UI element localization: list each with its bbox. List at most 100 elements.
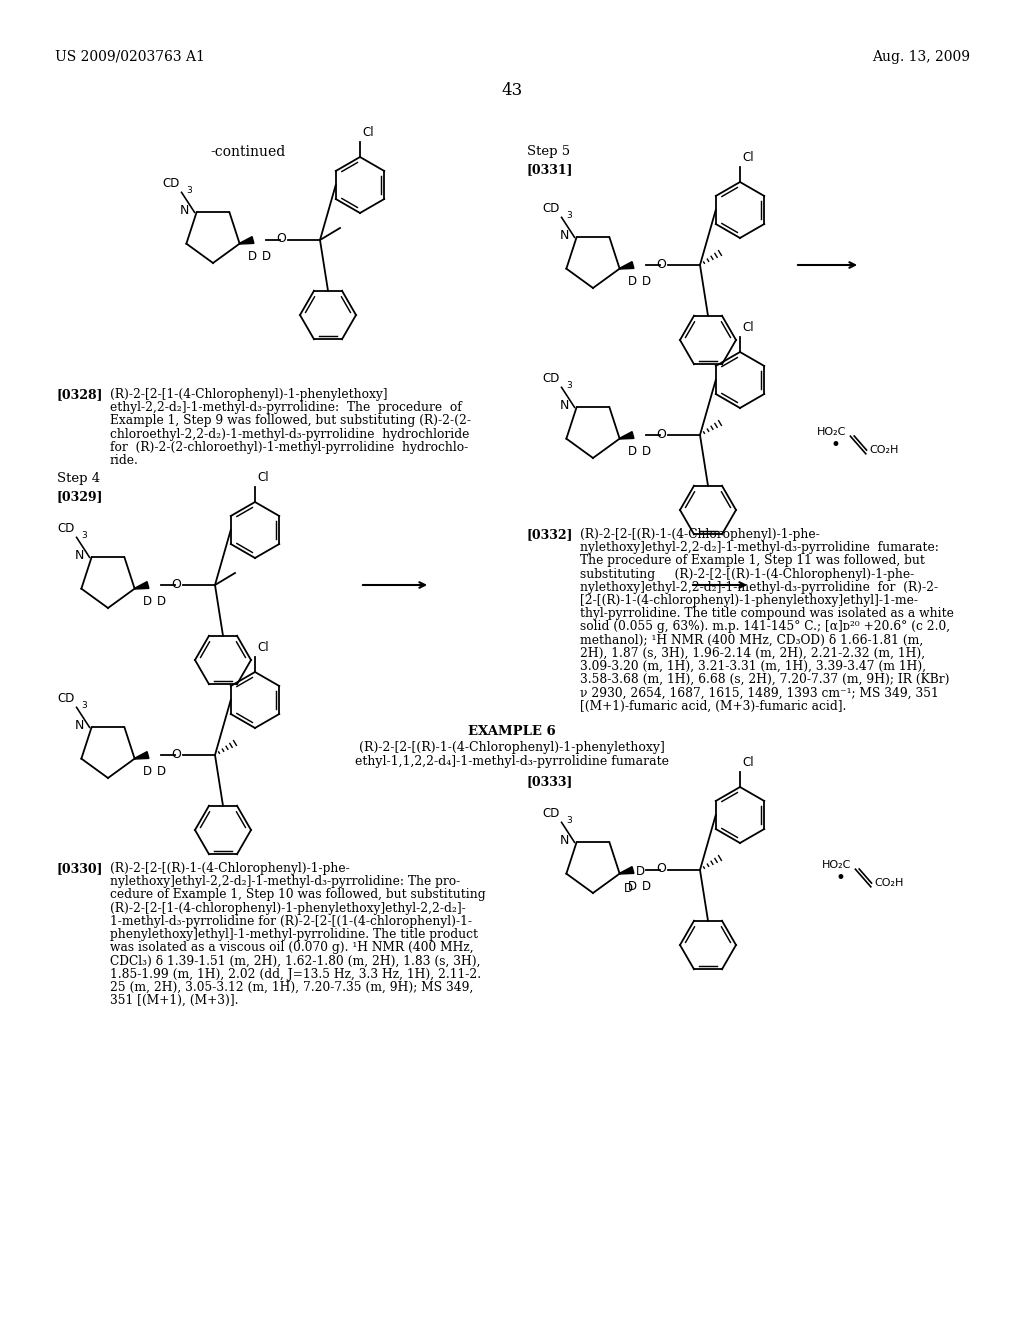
Text: ν 2930, 2654, 1687, 1615, 1489, 1393 cm⁻¹; MS 349, 351: ν 2930, 2654, 1687, 1615, 1489, 1393 cm⁻… — [580, 686, 939, 700]
Text: D: D — [641, 275, 650, 288]
Text: (R)-2-[2-[(R)-1-(4-Chlorophenyl)-1-phenylethoxy]: (R)-2-[2-[(R)-1-(4-Chlorophenyl)-1-pheny… — [359, 741, 665, 754]
Text: 1.85-1.99 (m, 1H), 2.02 (dd, J=13.5 Hz, 3.3 Hz, 1H), 2.11-2.: 1.85-1.99 (m, 1H), 2.02 (dd, J=13.5 Hz, … — [110, 968, 481, 981]
Text: D: D — [636, 865, 645, 878]
Text: N: N — [560, 399, 569, 412]
Text: 43: 43 — [502, 82, 522, 99]
Text: 3: 3 — [82, 532, 87, 540]
Text: N: N — [560, 228, 569, 242]
Text: phenylethoxy]ethyl]-1-methyl-pyrrolidine. The title product: phenylethoxy]ethyl]-1-methyl-pyrrolidine… — [110, 928, 478, 941]
Text: was isolated as a viscous oil (0.070 g). ¹H NMR (400 MHz,: was isolated as a viscous oil (0.070 g).… — [110, 941, 474, 954]
Text: CD: CD — [542, 808, 559, 820]
Text: 1-methyl-d₃-pyrrolidine for (R)-2-[2-[(1-(4-chlorophenyl)-1-: 1-methyl-d₃-pyrrolidine for (R)-2-[2-[(1… — [110, 915, 472, 928]
Text: solid (0.055 g, 63%). m.p. 141-145° C.; [α]ᴅ²⁰ +20.6° (c 2.0,: solid (0.055 g, 63%). m.p. 141-145° C.; … — [580, 620, 950, 634]
Text: [0328]: [0328] — [57, 388, 103, 401]
Text: 3: 3 — [566, 381, 572, 391]
Text: 351 [(M+1), (M+3)].: 351 [(M+1), (M+3)]. — [110, 994, 239, 1007]
Text: Cl: Cl — [742, 150, 754, 164]
Text: 3.58-3.68 (m, 1H), 6.68 (s, 2H), 7.20-7.37 (m, 9H); IR (KBr): 3.58-3.68 (m, 1H), 6.68 (s, 2H), 7.20-7.… — [580, 673, 949, 686]
Text: •: • — [830, 436, 840, 454]
Text: D: D — [628, 445, 637, 458]
Text: 3: 3 — [186, 186, 193, 195]
Text: [0330]: [0330] — [57, 862, 103, 875]
Text: •: • — [835, 869, 845, 887]
Text: ethyl-2,2-d₂]-1-methyl-d₃-pyrrolidine:  The  procedure  of: ethyl-2,2-d₂]-1-methyl-d₃-pyrrolidine: T… — [110, 401, 462, 414]
Text: Cl: Cl — [742, 321, 754, 334]
Text: chloroethyl-2,2-d₂)-1-methyl-d₃-pyrrolidine  hydrochloride: chloroethyl-2,2-d₂)-1-methyl-d₃-pyrrolid… — [110, 428, 469, 441]
Text: O: O — [656, 862, 666, 875]
Text: US 2009/0203763 A1: US 2009/0203763 A1 — [55, 50, 205, 63]
Text: [0331]: [0331] — [527, 162, 573, 176]
Polygon shape — [620, 261, 634, 269]
Text: CD: CD — [57, 523, 75, 536]
Text: 3.09-3.20 (m, 1H), 3.21-3.31 (m, 1H), 3.39-3.47 (m 1H),: 3.09-3.20 (m, 1H), 3.21-3.31 (m, 1H), 3.… — [580, 660, 926, 673]
Text: 3: 3 — [82, 701, 87, 710]
Text: Cl: Cl — [257, 642, 268, 653]
Text: O: O — [656, 428, 666, 441]
Polygon shape — [134, 751, 148, 759]
Polygon shape — [240, 236, 254, 244]
Text: (R)-2-[2-[(R)-1-(4-Chlorophenyl)-1-phe-: (R)-2-[2-[(R)-1-(4-Chlorophenyl)-1-phe- — [580, 528, 820, 541]
Text: N: N — [180, 203, 189, 216]
Text: 2H), 1.87 (s, 3H), 1.96-2.14 (m, 2H), 2.21-2.32 (m, 1H),: 2H), 1.87 (s, 3H), 1.96-2.14 (m, 2H), 2.… — [580, 647, 925, 660]
Text: D: D — [628, 880, 637, 894]
Text: N: N — [75, 719, 85, 731]
Text: CDCl₃) δ 1.39-1.51 (m, 2H), 1.62-1.80 (m, 2H), 1.83 (s, 3H),: CDCl₃) δ 1.39-1.51 (m, 2H), 1.62-1.80 (m… — [110, 954, 480, 968]
Text: EXAMPLE 6: EXAMPLE 6 — [468, 725, 556, 738]
Text: 3: 3 — [566, 211, 572, 220]
Text: Example 1, Step 9 was followed, but substituting (R)-2-(2-: Example 1, Step 9 was followed, but subs… — [110, 414, 471, 428]
Polygon shape — [134, 582, 148, 589]
Text: CD: CD — [542, 202, 559, 215]
Text: ride.: ride. — [110, 454, 139, 467]
Text: CO₂H: CO₂H — [874, 878, 904, 888]
Text: D: D — [142, 595, 152, 609]
Text: Cl: Cl — [742, 756, 754, 770]
Text: Step 4: Step 4 — [57, 473, 100, 484]
Text: methanol); ¹H NMR (400 MHz, CD₃OD) δ 1.66-1.81 (m,: methanol); ¹H NMR (400 MHz, CD₃OD) δ 1.6… — [580, 634, 924, 647]
Text: thyl-pyrrolidine. The title compound was isolated as a white: thyl-pyrrolidine. The title compound was… — [580, 607, 954, 620]
Text: O: O — [656, 257, 666, 271]
Text: D: D — [641, 445, 650, 458]
Text: HO₂C: HO₂C — [817, 428, 847, 437]
Text: (R)-2-[2-[1-(4-Chlorophenyl)-1-phenylethoxy]: (R)-2-[2-[1-(4-Chlorophenyl)-1-phenyleth… — [110, 388, 387, 401]
Text: [0329]: [0329] — [57, 490, 103, 503]
Text: O: O — [171, 747, 181, 760]
Text: [0333]: [0333] — [527, 775, 573, 788]
Text: [2-[(R)-1-(4-chlorophenyl)-1-phenylethoxy]ethyl]-1-me-: [2-[(R)-1-(4-chlorophenyl)-1-phenylethox… — [580, 594, 918, 607]
Text: O: O — [276, 232, 286, 246]
Text: [0332]: [0332] — [527, 528, 573, 541]
Text: substituting     (R)-2-[2-[(R)-1-(4-Chlorophenyl)-1-phe-: substituting (R)-2-[2-[(R)-1-(4-Chloroph… — [580, 568, 914, 581]
Text: 25 (m, 2H), 3.05-3.12 (m, 1H), 7.20-7.35 (m, 9H); MS 349,: 25 (m, 2H), 3.05-3.12 (m, 1H), 7.20-7.35… — [110, 981, 473, 994]
Text: D: D — [628, 275, 637, 288]
Text: N: N — [560, 834, 569, 847]
Text: CD: CD — [162, 177, 179, 190]
Text: nylethoxy]ethyl-2,2-d₂]-1-methyl-d₃-pyrrolidine  for  (R)-2-: nylethoxy]ethyl-2,2-d₂]-1-methyl-d₃-pyrr… — [580, 581, 938, 594]
Text: D: D — [157, 595, 166, 609]
Text: (R)-2-[2-[1-(4-chlorophenyl)-1-phenylethoxy]ethyl-2,2-d₂]-: (R)-2-[2-[1-(4-chlorophenyl)-1-phenyleth… — [110, 902, 466, 915]
Text: (R)-2-[2-[(R)-1-(4-Chlorophenyl)-1-phe-: (R)-2-[2-[(R)-1-(4-Chlorophenyl)-1-phe- — [110, 862, 350, 875]
Text: D: D — [624, 882, 633, 895]
Text: Step 5: Step 5 — [527, 145, 570, 158]
Polygon shape — [620, 432, 634, 440]
Text: CD: CD — [57, 693, 75, 705]
Text: nylethoxy]ethyl-2,2-d₂]-1-methyl-d₃-pyrrolidine: The pro-: nylethoxy]ethyl-2,2-d₂]-1-methyl-d₃-pyrr… — [110, 875, 460, 888]
Text: -continued: -continued — [210, 145, 286, 158]
Text: Cl: Cl — [257, 471, 268, 484]
Text: nylethoxy]ethyl-2,2-d₂]-1-methyl-d₃-pyrrolidine  fumarate:: nylethoxy]ethyl-2,2-d₂]-1-methyl-d₃-pyrr… — [580, 541, 939, 554]
Text: ethyl-1,1,2,2-d₄]-1-methyl-d₃-pyrrolidine fumarate: ethyl-1,1,2,2-d₄]-1-methyl-d₃-pyrrolidin… — [355, 755, 669, 768]
Text: D: D — [157, 766, 166, 777]
Text: CO₂H: CO₂H — [869, 445, 899, 455]
Text: cedure of Example 1, Step 10 was followed, but substituting: cedure of Example 1, Step 10 was followe… — [110, 888, 485, 902]
Text: O: O — [171, 578, 181, 590]
Text: D: D — [261, 249, 270, 263]
Text: D: D — [641, 880, 650, 894]
Text: for  (R)-2-(2-chloroethyl)-1-methyl-pyrrolidine  hydrochlo-: for (R)-2-(2-chloroethyl)-1-methyl-pyrro… — [110, 441, 468, 454]
Text: 3: 3 — [566, 816, 572, 825]
Text: HO₂C: HO₂C — [822, 861, 851, 870]
Text: D: D — [142, 766, 152, 777]
Text: N: N — [75, 549, 85, 562]
Text: [(M+1)-fumaric acid, (M+3)-fumaric acid].: [(M+1)-fumaric acid, (M+3)-fumaric acid]… — [580, 700, 847, 713]
Text: The procedure of Example 1, Step 11 was followed, but: The procedure of Example 1, Step 11 was … — [580, 554, 925, 568]
Polygon shape — [620, 867, 634, 874]
Text: D: D — [248, 249, 257, 263]
Text: CD: CD — [542, 372, 559, 385]
